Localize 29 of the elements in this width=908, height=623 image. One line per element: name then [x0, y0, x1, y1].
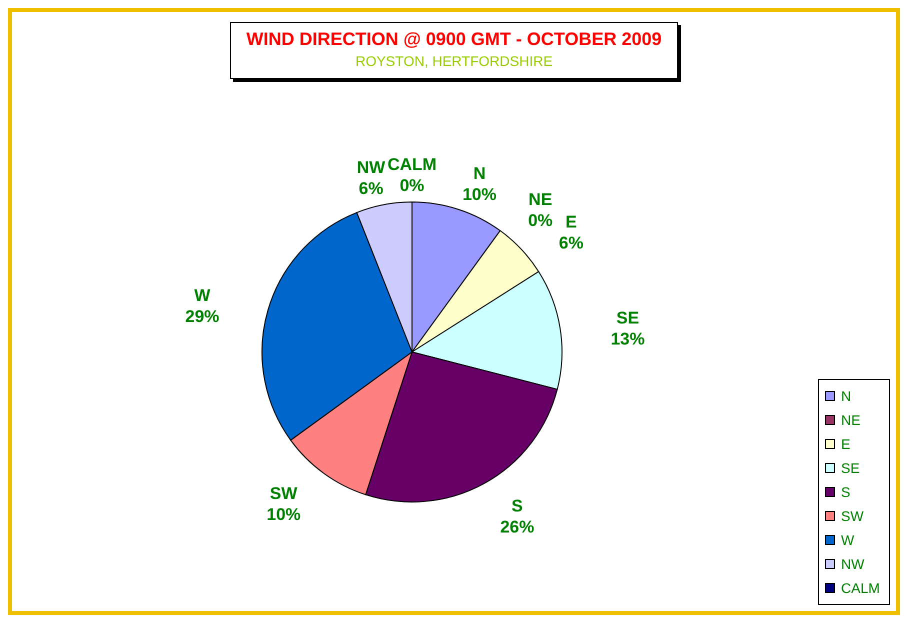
slice-label: SW	[270, 484, 298, 504]
slice-label: SE	[616, 308, 640, 328]
category-label: CALM	[387, 155, 437, 174]
legend-label: NW	[841, 556, 864, 572]
data-label: 13%	[610, 330, 645, 349]
legend-label: E	[841, 436, 850, 452]
chart-subtitle: ROYSTON, HERTFORDSHIRE	[354, 53, 554, 69]
data-label: 6%	[358, 179, 384, 198]
data-label: 10%	[266, 505, 301, 524]
data-label: 29%	[185, 307, 220, 326]
slice-label: NW	[356, 158, 386, 178]
data-label: 6%	[558, 233, 584, 252]
data-label: 26%	[500, 517, 534, 536]
slice-label: N	[473, 164, 486, 183]
legend-label: S	[841, 484, 850, 500]
category-label: NE	[528, 190, 552, 209]
text: 0%	[400, 176, 424, 195]
legend-label: SE	[841, 460, 860, 476]
legend-label: N	[841, 388, 852, 404]
text: 0%	[528, 210, 553, 230]
slice-label: W	[194, 286, 212, 306]
legend-label: W	[841, 532, 854, 548]
legend-label: NE	[841, 412, 860, 428]
legend-label: SW	[841, 508, 864, 524]
slice-label: E	[566, 212, 577, 232]
data-label: 10%	[462, 184, 497, 204]
chart-title: WIND DIRECTION @ 0900 GMT - OCTOBER 2009	[245, 29, 663, 50]
slice-label: S	[512, 496, 523, 516]
legend-label: CALM	[841, 580, 880, 596]
